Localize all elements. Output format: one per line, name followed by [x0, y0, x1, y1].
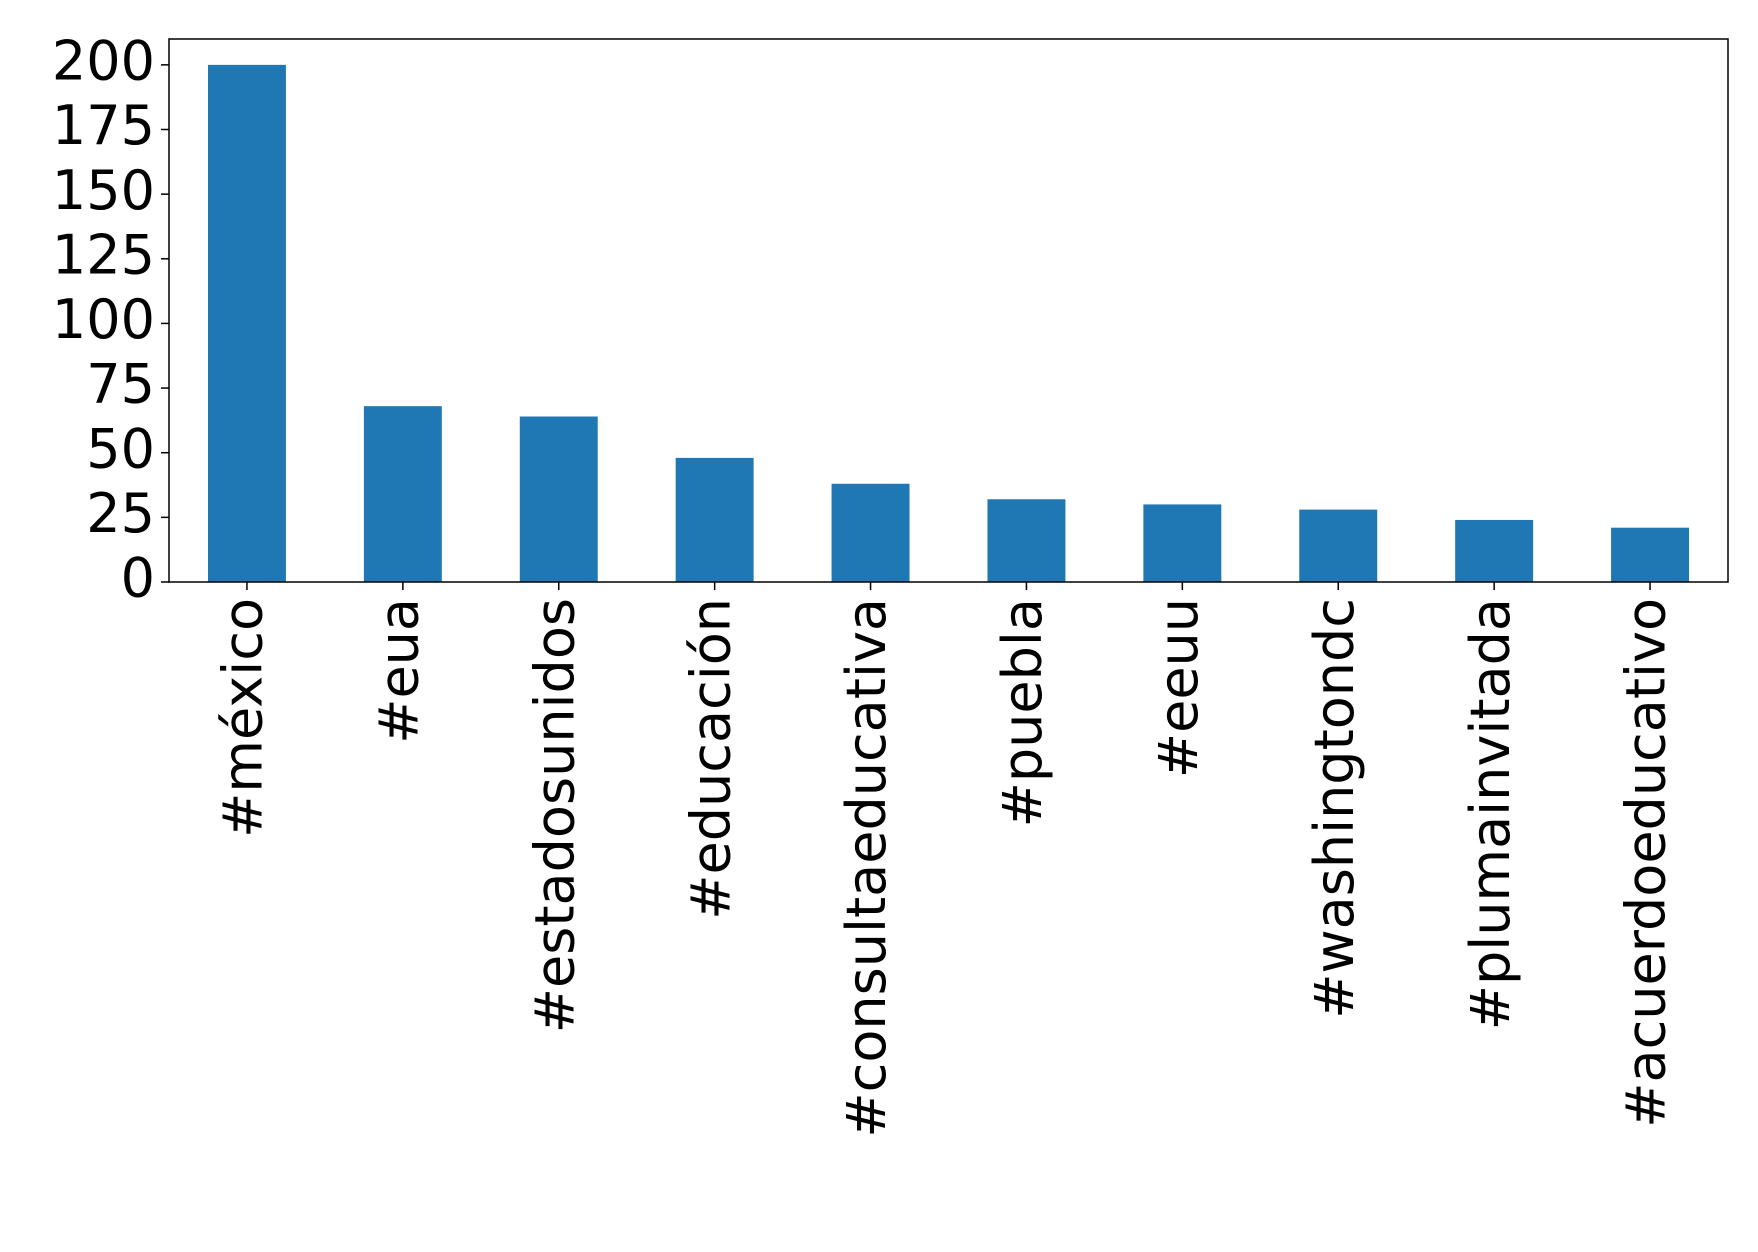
y-tick-label: 0 — [121, 547, 155, 610]
plot-frame — [168, 38, 1729, 583]
x-tick-label: #educación — [679, 598, 742, 920]
y-tick-label: 125 — [52, 223, 155, 286]
y-tick-label: 25 — [86, 482, 155, 545]
bar — [675, 457, 754, 582]
y-tick-label: 200 — [52, 29, 155, 92]
bar — [831, 483, 910, 582]
x-tick-label: #plumainvitada — [1459, 598, 1522, 1030]
bar — [363, 406, 442, 582]
bar — [207, 64, 286, 583]
bar — [519, 416, 598, 582]
x-tick-label: #eeuu — [1147, 598, 1210, 778]
bar — [1455, 519, 1534, 582]
y-tick-label: 175 — [52, 94, 155, 157]
bar — [1611, 527, 1690, 582]
x-tick-label: #washingtondc — [1303, 598, 1366, 1019]
x-tick-label: #consultaeducativa — [835, 598, 898, 1138]
bar — [987, 499, 1066, 582]
y-tick-label: 50 — [86, 417, 155, 480]
x-tick-label: #estadosunidos — [523, 598, 586, 1033]
y-tick-label: 150 — [52, 159, 155, 222]
bar — [1143, 504, 1222, 582]
x-tick-label: #acuerdoeducativo — [1615, 598, 1678, 1128]
x-tick-label: #eua — [367, 598, 430, 744]
y-tick-label: 100 — [52, 288, 155, 351]
x-tick-label: #méxico — [212, 598, 275, 838]
y-tick-label: 75 — [86, 353, 155, 416]
bar — [1299, 509, 1378, 582]
x-tick-label: #puebla — [991, 598, 1054, 827]
